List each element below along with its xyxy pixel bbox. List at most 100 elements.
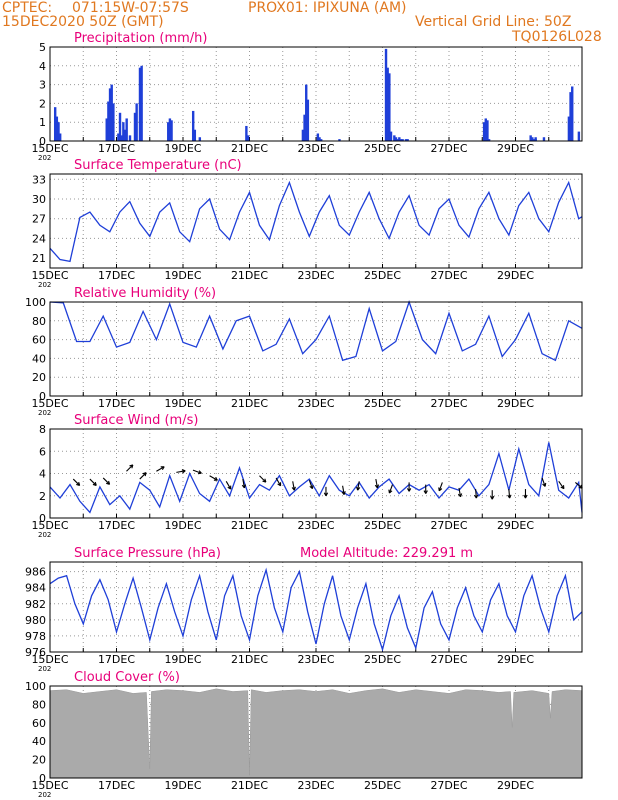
wind-arrow-head — [142, 472, 147, 475]
x-tick-label: 23DEC — [297, 779, 334, 792]
wind-arrow — [473, 489, 479, 499]
wind-arrow-head — [491, 495, 495, 500]
wind-arrow-head — [311, 485, 314, 489]
wind-arrow — [209, 475, 218, 481]
wind-arrow-shaft — [458, 487, 462, 497]
y-tick-label: 60 — [32, 717, 46, 730]
precip-bar — [404, 139, 408, 141]
x-tick-label: 15DEC — [31, 397, 68, 410]
x-year-label: 202 — [38, 791, 51, 799]
series-line — [49, 567, 583, 652]
x-tick-label: 21DEC — [231, 519, 268, 532]
precip-bar — [193, 129, 197, 141]
wind-arrow-head — [78, 481, 81, 486]
wind-arrow-head — [460, 493, 463, 498]
x-tick-label: 25DEC — [364, 269, 401, 282]
precip-bar — [168, 118, 172, 141]
x-tick-label: 21DEC — [231, 779, 268, 792]
precip-bar — [306, 99, 310, 141]
precip-bar — [55, 116, 59, 141]
precip-bar — [487, 139, 491, 141]
x-tick-label: 27DEC — [430, 653, 467, 666]
wind-arrow — [507, 489, 512, 499]
precip-bar — [123, 129, 127, 141]
x-tick-label: 27DEC — [430, 519, 467, 532]
header-station: PROX01: IPIXUNA (AM) — [248, 0, 407, 16]
x-tick-label: 15DEC — [31, 653, 68, 666]
series-line — [49, 300, 583, 362]
wind-arrow-shaft — [388, 484, 393, 494]
precip-bar — [167, 122, 170, 141]
wind-arrow — [139, 472, 147, 480]
y-tick-label: 1 — [39, 116, 46, 129]
panel-frame — [49, 428, 583, 519]
wind-arrow-head — [293, 486, 296, 491]
wind-arrow — [259, 475, 267, 483]
wind-arrow-head — [343, 491, 346, 495]
panel-frame — [49, 685, 583, 779]
x-tick-label: 27DEC — [430, 142, 467, 155]
y-tick-label: 60 — [32, 334, 46, 347]
x-tick-label: 27DEC — [430, 779, 467, 792]
y-tick-label: 4 — [39, 468, 46, 481]
precip-bar — [125, 118, 128, 141]
precip-bar — [138, 67, 142, 141]
precip-bar — [567, 116, 571, 141]
panel-frame — [49, 173, 583, 269]
wind-arrow — [423, 484, 428, 494]
wind-arrow-shaft — [156, 466, 165, 472]
panel-title: Surface Pressure (hPa) — [74, 546, 221, 561]
wind-arrow-shaft — [176, 470, 186, 473]
y-tick-label: 24 — [32, 232, 46, 245]
x-tick-label: 27DEC — [430, 269, 467, 282]
x-tick-label: 19DEC — [164, 269, 201, 282]
header-coords: 071:15W-07:57S — [72, 0, 189, 16]
wind-arrow — [192, 469, 202, 475]
wind-arrow-head — [264, 478, 267, 483]
panel-subtitle: Model Altitude: 229.291 m — [300, 546, 473, 561]
y-tick-label: 978 — [25, 630, 46, 643]
precip-bar — [112, 103, 115, 141]
precip-bar — [571, 86, 574, 141]
wind-arrow-shaft — [508, 489, 511, 499]
x-tick-label: 15DEC — [31, 269, 68, 282]
x-tick-label: 17DEC — [98, 519, 135, 532]
x-year-label: 202 — [38, 281, 51, 289]
x-tick-label: 23DEC — [297, 397, 334, 410]
wind-arrow-shaft — [357, 481, 360, 491]
precip-bar — [301, 129, 305, 141]
wind-arrow — [225, 481, 232, 490]
cloud-area — [49, 688, 583, 779]
panel-title: Surface Temperature (nC) — [74, 158, 242, 173]
x-tick-label: 21DEC — [231, 653, 268, 666]
x-tick-label: 21DEC — [231, 142, 268, 155]
header-source: CPTEC: — [2, 0, 53, 16]
panel-2: 21 24 27 30 33 15DEC 17DEC 19DEC 21DEC 23DEC 25DEC… — [31, 158, 583, 289]
x-tick-label: 23DEC — [297, 142, 334, 155]
x-year-label: 202 — [38, 665, 51, 673]
x-tick-label: 25DEC — [364, 779, 401, 792]
precip-bar — [117, 133, 120, 141]
x-tick-label: 17DEC — [98, 653, 135, 666]
x-tick-label: 17DEC — [98, 779, 135, 792]
wind-arrow-shaft — [126, 464, 134, 472]
x-tick-label: 23DEC — [297, 269, 334, 282]
wind-arrow — [323, 486, 329, 497]
wind-arrow-shaft — [225, 481, 232, 490]
x-tick-label: 17DEC — [98, 269, 135, 282]
series-line — [49, 442, 583, 514]
x-tick-label: 25DEC — [364, 397, 401, 410]
wind-arrow — [72, 478, 81, 486]
precip-bar — [338, 139, 341, 141]
wind-arrow-head — [325, 492, 329, 497]
precip-bar — [389, 131, 393, 141]
wind-arrow-head — [357, 487, 361, 491]
wind-arrow — [126, 464, 134, 472]
x-tick-label: 19DEC — [164, 519, 201, 532]
precip-bar — [128, 135, 132, 141]
wind-arrow-shaft — [192, 469, 202, 474]
wind-arrow-head — [509, 494, 512, 499]
y-tick-label: 986 — [25, 566, 46, 579]
header-vgrid: Vertical Grid Line: 50Z — [415, 14, 572, 30]
